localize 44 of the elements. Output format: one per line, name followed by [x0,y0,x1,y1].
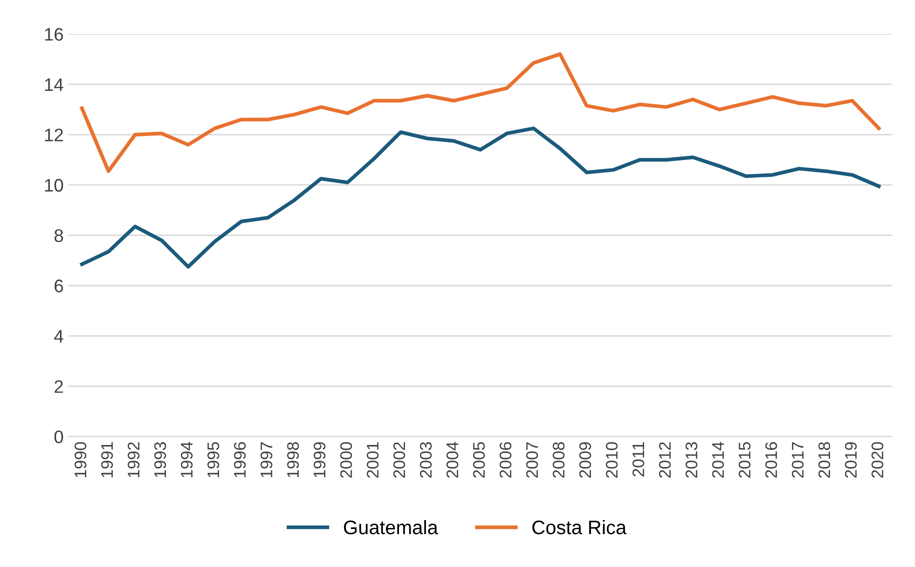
x-tick-label: 2004 [446,442,458,478]
x-tick-label: 1990 [74,442,86,478]
x-tick-label: 1998 [287,442,299,478]
x-tick-label: 2000 [340,442,352,478]
x-tick-label: 2002 [393,442,406,478]
x-tick-label: 2012 [659,442,671,478]
y-tick-label: 14 [45,78,64,91]
x-tick-label: 2016 [765,442,778,478]
legend-label: Guatemala [344,520,438,534]
x-tick-label: 1993 [154,442,166,478]
y-tick-label: 12 [45,128,63,142]
y-tick-label: 2 [54,380,63,393]
x-tick-label: 1994 [180,442,193,478]
y-tick-label: 10 [45,178,64,192]
x-tick-label: 1995 [207,442,220,478]
x-tick-label: 1997 [260,442,272,478]
x-tick-label: 2008 [552,442,565,478]
y-tick-label: 8 [54,229,63,242]
x-tick-label: 1996 [234,442,246,478]
x-tick-label: 2005 [473,442,485,478]
x-tick-label: 2007 [526,442,538,478]
x-tick-label: 2003 [420,442,432,478]
line-series [80,126,881,269]
x-tick-label: 2011 [632,442,644,476]
x-tick-label: 2001 [366,442,379,478]
y-tick-label: 16 [45,28,63,41]
x-tick-label: 2020 [872,442,884,478]
x-tick-label: 2019 [844,442,857,478]
line-series [80,52,881,173]
y-tick-label: 0 [54,430,64,444]
x-tick-label: 1992 [128,442,140,478]
y-tick-label: 4 [54,330,64,342]
x-tick-label: 2013 [686,442,698,478]
legend-label: Costa Rica [532,520,626,534]
x-tick-label: 2018 [818,442,830,478]
x-tick-label: 2010 [606,442,618,478]
y-tick-label: 6 [54,280,63,292]
x-tick-label: 1991 [101,442,113,478]
x-tick-label: 1999 [314,442,326,478]
x-tick-label: 2014 [712,442,724,478]
x-tick-label: 2009 [579,442,592,478]
x-tick-label: 2006 [500,442,512,478]
x-tick-label: 2015 [738,442,750,478]
x-tick-label: 2017 [792,442,804,478]
